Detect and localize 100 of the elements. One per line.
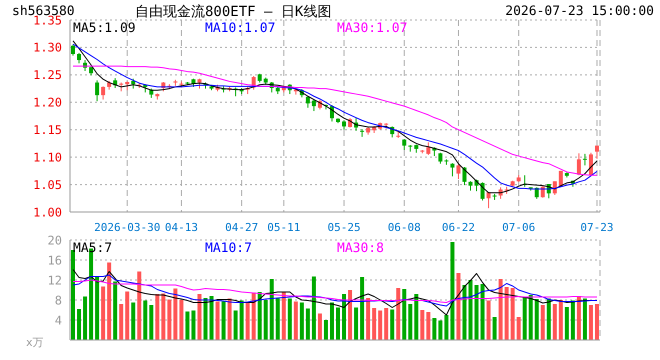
bar — [468, 280, 472, 340]
candlestick — [456, 164, 460, 180]
bar — [510, 288, 515, 340]
text: 2026-07-23 15:00:00 — [505, 4, 654, 19]
bar — [354, 308, 358, 340]
bar — [330, 302, 334, 340]
bar — [492, 317, 497, 340]
candlestick — [462, 166, 466, 186]
bar — [125, 292, 130, 340]
chart-subtitle: 自由现金流800ETF — 日K线图 — [135, 3, 332, 21]
y-tick-label: 1.05 — [33, 178, 62, 192]
text: MA10:1.07 — [205, 21, 276, 36]
candlestick — [101, 86, 106, 100]
bar — [300, 302, 304, 340]
bar — [210, 296, 214, 340]
bar — [336, 308, 340, 340]
bar — [552, 304, 557, 340]
bar — [396, 288, 400, 340]
candlestick — [576, 152, 581, 176]
bar — [306, 308, 310, 340]
bar — [155, 294, 160, 340]
bar — [522, 296, 527, 340]
bar — [528, 295, 533, 340]
bar — [366, 298, 370, 340]
y-tick-label: 1.25 — [33, 68, 62, 82]
bar — [582, 298, 587, 340]
bar — [426, 312, 430, 340]
y-axis-title: x万 — [26, 335, 44, 350]
candlestick — [306, 96, 310, 108]
bar — [348, 290, 352, 340]
text: MA30:1.07 — [337, 21, 408, 36]
bar — [131, 302, 136, 340]
bar — [101, 286, 106, 340]
y-tick-label: 1.15 — [33, 122, 62, 137]
bar — [456, 273, 460, 340]
bar — [95, 276, 100, 340]
bar — [264, 300, 268, 340]
candlestick — [426, 142, 430, 156]
bar — [191, 310, 196, 340]
bar — [137, 272, 142, 340]
bar — [474, 285, 479, 340]
bar — [408, 304, 412, 340]
x-tick-label: 04-27 — [225, 221, 258, 234]
candlestick — [594, 145, 599, 160]
text: MA30:8 — [337, 241, 385, 256]
y-tick-label: 12 — [48, 273, 62, 288]
bar — [420, 310, 424, 340]
bar — [149, 305, 154, 340]
bar — [119, 304, 124, 340]
series-label: MA5:1.09 — [73, 21, 137, 36]
bar — [432, 318, 436, 340]
bar — [107, 262, 112, 340]
bar — [167, 300, 172, 340]
candlestick — [360, 128, 364, 138]
bar — [480, 284, 485, 340]
bar — [113, 282, 118, 340]
bar — [288, 298, 292, 340]
y-tick-label: 16 — [48, 253, 62, 268]
bar — [558, 300, 563, 340]
candlestick — [342, 120, 346, 130]
line-series — [72, 280, 598, 303]
y-tick-label: 1.00 — [33, 205, 62, 220]
bar — [173, 288, 178, 340]
bar — [282, 292, 286, 340]
x-tick-label: 2026-03-30 — [94, 221, 160, 234]
bar — [360, 277, 364, 340]
bar — [576, 296, 581, 340]
bar — [540, 305, 545, 340]
bar — [143, 300, 148, 340]
x-tick-label: 06-22 — [442, 221, 476, 234]
bar — [71, 250, 75, 340]
y-tick-label: 4 — [54, 313, 62, 328]
bar — [185, 312, 190, 340]
bar — [252, 292, 256, 340]
candlestick — [486, 192, 491, 209]
candlestick — [197, 78, 202, 90]
bar — [197, 294, 202, 340]
bar — [384, 308, 388, 340]
bar — [414, 294, 418, 340]
bar — [570, 300, 575, 340]
bar — [588, 305, 593, 340]
bar — [378, 310, 382, 340]
bar — [270, 279, 274, 340]
candlestick — [480, 182, 485, 201]
candlestick — [77, 52, 82, 64]
x-tick-label: 05-25 — [327, 221, 361, 234]
bar — [372, 308, 376, 340]
candlestick — [95, 80, 100, 102]
bar — [438, 320, 442, 340]
bar — [342, 294, 346, 340]
bar — [246, 302, 250, 340]
x-tick-label: 07-23 — [580, 221, 614, 234]
bar — [564, 307, 569, 340]
y-tick-label: 1.10 — [33, 150, 62, 164]
bar — [294, 302, 298, 340]
bar — [83, 296, 88, 340]
y-tick-label: 1.20 — [33, 96, 62, 110]
bar — [402, 289, 406, 340]
bar — [222, 302, 226, 340]
y-tick-label: 8 — [54, 293, 62, 308]
